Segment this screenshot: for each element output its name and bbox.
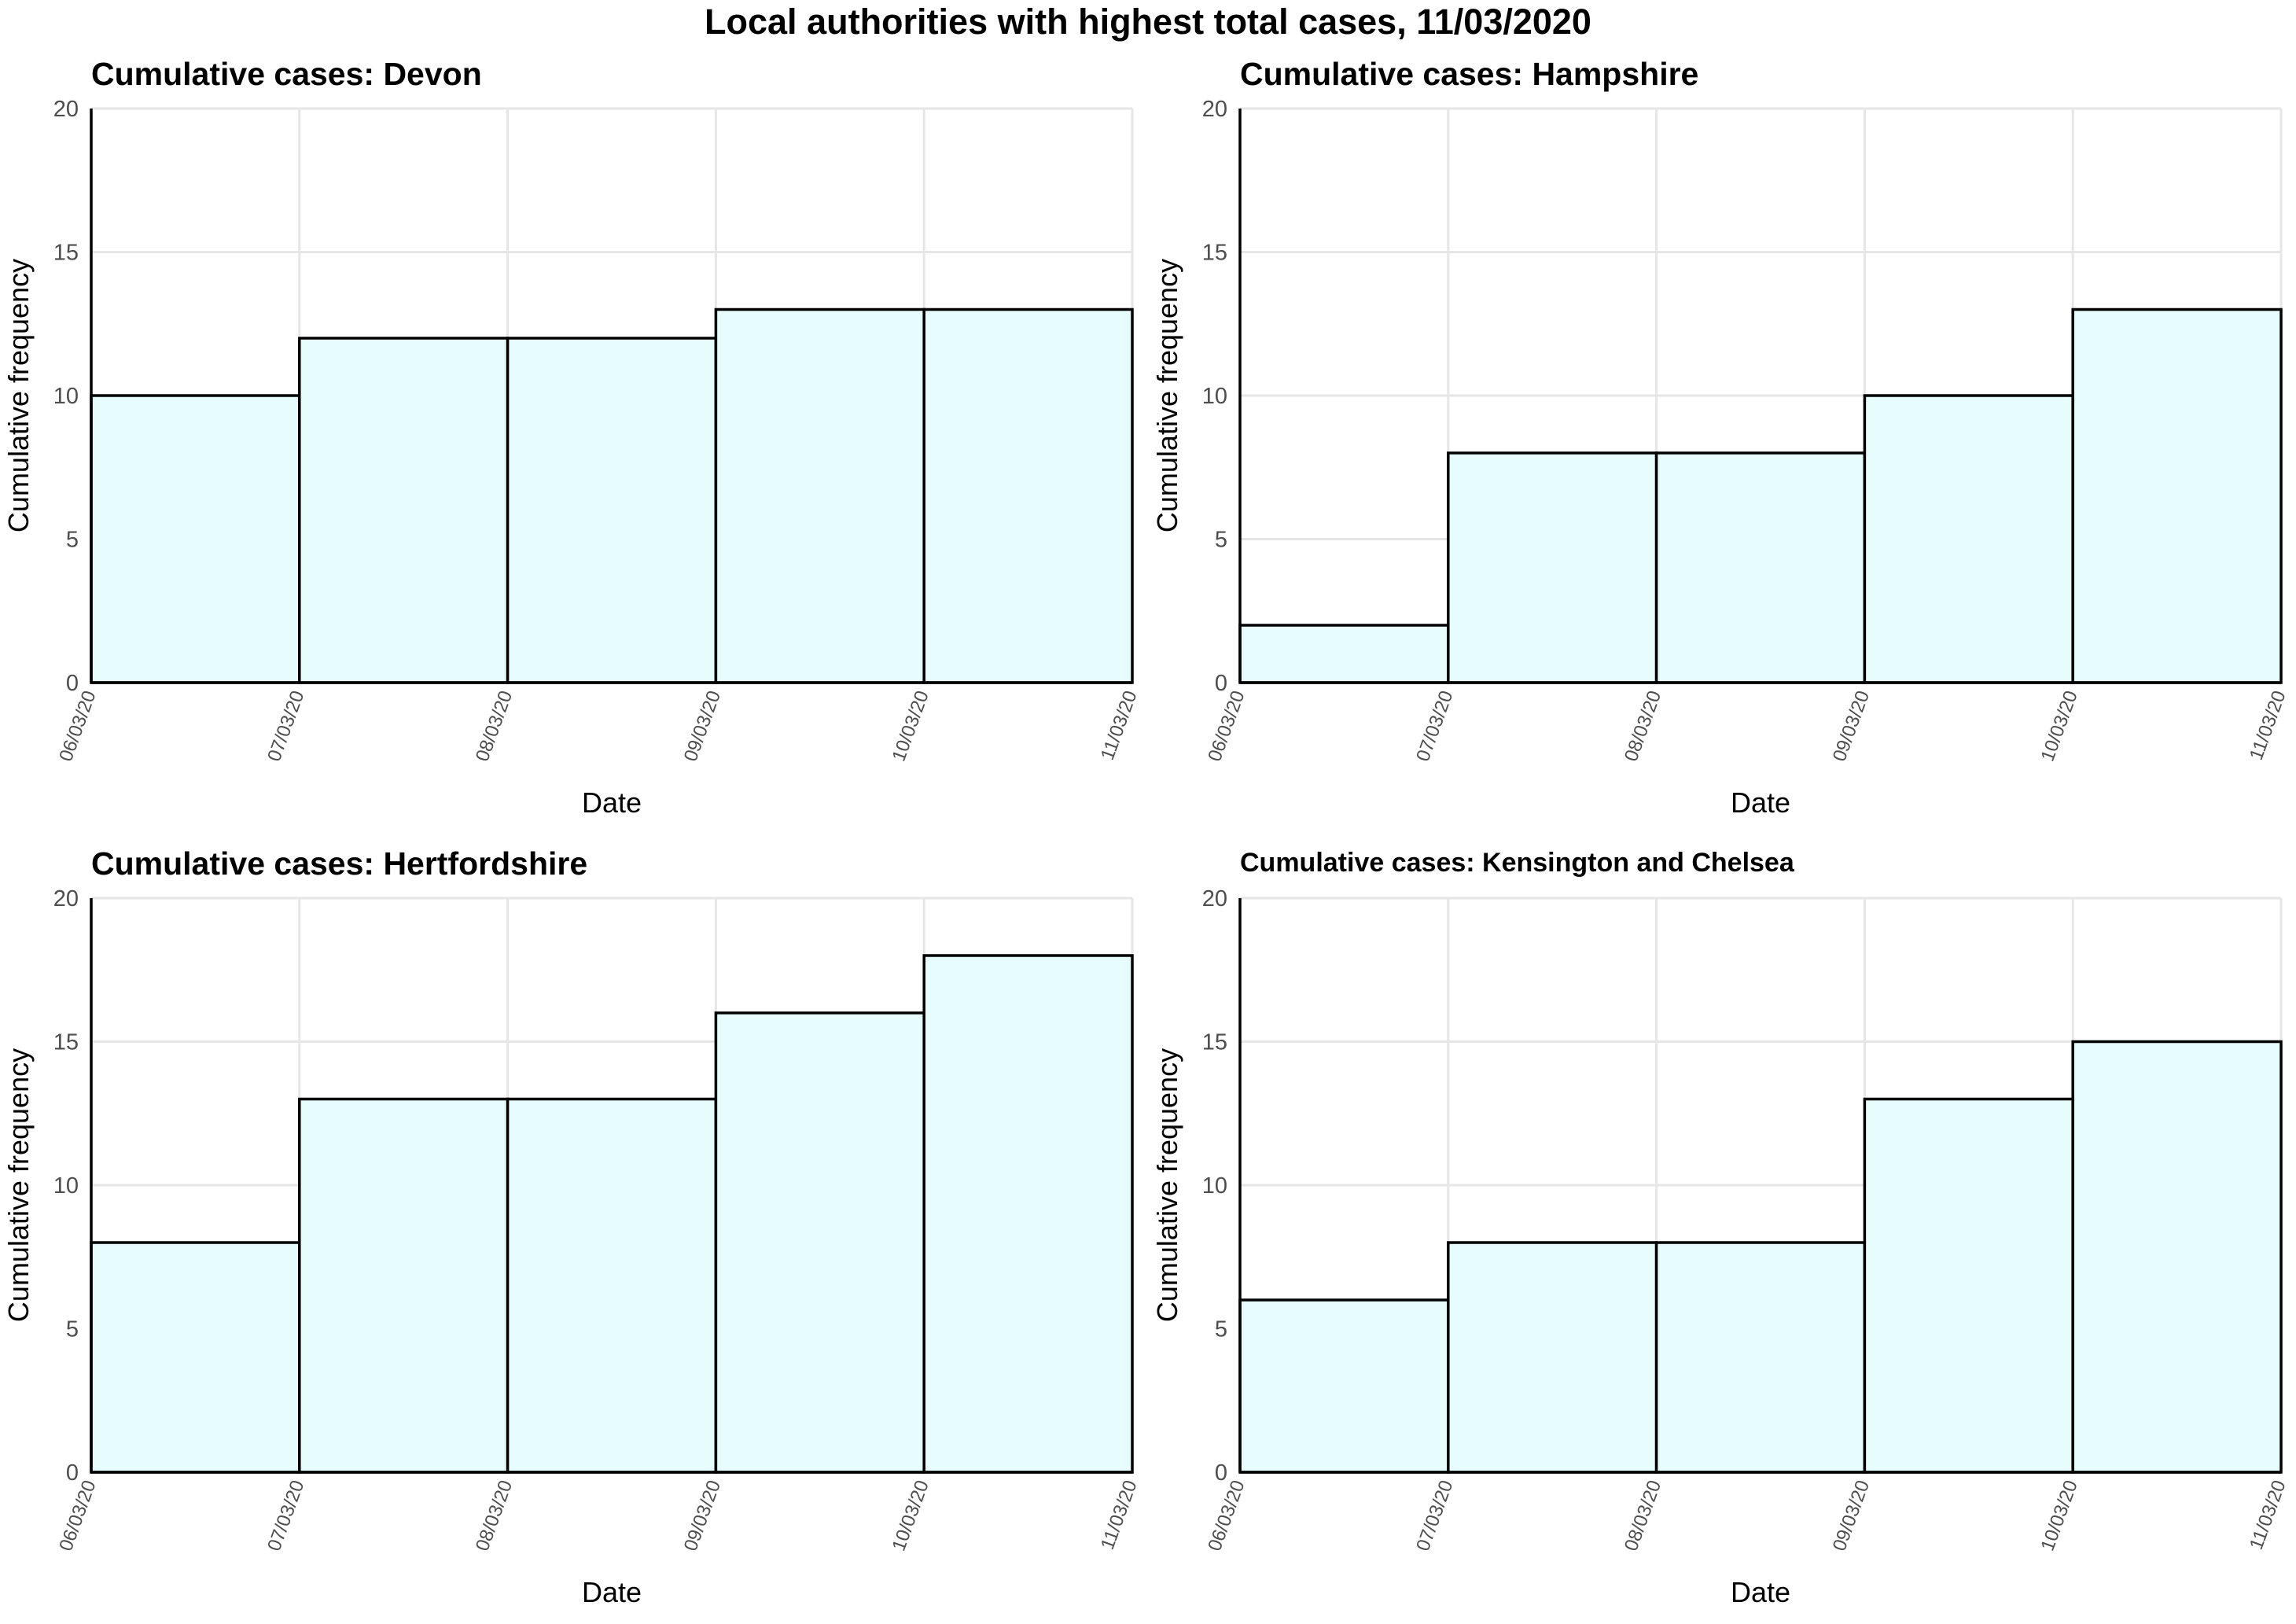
bar xyxy=(1447,1241,1658,1474)
x-axis-label: Date xyxy=(582,1576,642,1608)
y-tick-label: 15 xyxy=(53,1030,79,1055)
x-tick-label: 06/03/20 xyxy=(1204,1478,1249,1554)
bar xyxy=(298,1097,510,1474)
x-tick-label: 11/03/20 xyxy=(1097,1478,1142,1552)
x-axis-label: Date xyxy=(582,786,642,819)
chart-panel: 0 5 10 15 20 06/03/20 07/03/20 08/03/20 09/03/20… xyxy=(2,845,1142,1608)
bar xyxy=(1863,1097,2074,1474)
bar xyxy=(922,954,1134,1474)
y-tick-label: 10 xyxy=(1202,1173,1227,1199)
figure-title: Local authorities with highest total cas… xyxy=(705,2,1591,42)
x-tick-label: 10/03/20 xyxy=(2037,1478,2082,1554)
y-axis-label: Cumulative frequency xyxy=(2,1048,35,1322)
bar xyxy=(1863,394,2074,684)
x-tick-label: 08/03/20 xyxy=(472,688,517,764)
bar xyxy=(2071,1040,2283,1474)
bar xyxy=(90,1241,301,1474)
y-tick-label: 0 xyxy=(1215,671,1227,696)
y-axis-label: Cumulative frequency xyxy=(1151,1048,1183,1322)
y-tick-label: 15 xyxy=(1202,241,1227,266)
bar xyxy=(714,1011,925,1474)
panel-title: Cumulative cases: Hampshire xyxy=(1240,56,1698,92)
y-tick-label: 20 xyxy=(53,97,79,122)
x-tick-label: 07/03/20 xyxy=(1412,688,1457,764)
bar xyxy=(1654,1241,1867,1474)
x-tick-label: 11/03/20 xyxy=(2246,688,2290,763)
y-tick-label: 0 xyxy=(66,1460,79,1486)
x-axis-label: Date xyxy=(1731,1576,1790,1608)
y-tick-label: 15 xyxy=(53,241,79,266)
x-tick-label: 11/03/20 xyxy=(2246,1478,2290,1552)
bar xyxy=(298,337,510,684)
x-tick-label: 09/03/20 xyxy=(1829,1478,1874,1554)
x-tick-label: 09/03/20 xyxy=(680,688,725,764)
y-axis-label: Cumulative frequency xyxy=(2,259,35,532)
y-axis-label: Cumulative frequency xyxy=(1151,259,1183,532)
x-tick-label: 08/03/20 xyxy=(1621,688,1665,764)
x-tick-label: 10/03/20 xyxy=(2037,688,2082,764)
bar xyxy=(922,307,1134,684)
y-tick-label: 0 xyxy=(1215,1460,1227,1486)
y-tick-label: 20 xyxy=(53,886,79,911)
y-tick-label: 10 xyxy=(53,384,79,409)
chart-panel: 0 5 10 15 20 06/03/20 07/03/20 08/03/20 09/03/20… xyxy=(1151,848,2290,1608)
x-tick-label: 09/03/20 xyxy=(680,1478,725,1554)
y-tick-label: 5 xyxy=(1215,528,1227,553)
bar xyxy=(714,307,925,684)
bar xyxy=(1238,1298,1450,1474)
x-tick-label: 07/03/20 xyxy=(1412,1478,1457,1554)
x-tick-label: 06/03/20 xyxy=(55,688,100,764)
x-tick-label: 11/03/20 xyxy=(1097,688,1142,763)
x-tick-label: 08/03/20 xyxy=(1621,1478,1665,1554)
x-tick-label: 10/03/20 xyxy=(889,688,933,764)
panel-title: Cumulative cases: Hertfordshire xyxy=(91,845,587,882)
x-tick-label: 06/03/20 xyxy=(55,1478,100,1554)
chart-panel: 0 5 10 15 20 06/03/20 07/03/20 08/03/20 09/03/20… xyxy=(1151,56,2290,819)
x-axis-label: Date xyxy=(1731,786,1790,819)
x-tick-label: 08/03/20 xyxy=(472,1478,517,1554)
panel-title: Cumulative cases: Kensington and Chelsea xyxy=(1240,848,1795,878)
x-tick-label: 06/03/20 xyxy=(1204,688,1249,764)
x-tick-label: 07/03/20 xyxy=(263,688,308,764)
y-tick-label: 20 xyxy=(1202,97,1227,122)
y-tick-label: 20 xyxy=(1202,886,1227,911)
bar xyxy=(90,394,301,684)
bar xyxy=(2071,307,2283,684)
panel-title: Cumulative cases: Devon xyxy=(91,56,482,92)
y-tick-label: 10 xyxy=(53,1173,79,1199)
x-tick-label: 09/03/20 xyxy=(1829,688,1874,764)
y-tick-label: 10 xyxy=(1202,384,1227,409)
y-tick-label: 5 xyxy=(66,528,79,553)
bar xyxy=(1238,624,1450,684)
y-tick-label: 5 xyxy=(1215,1317,1227,1342)
bar xyxy=(1654,451,1867,684)
x-tick-label: 10/03/20 xyxy=(889,1478,933,1554)
y-tick-label: 15 xyxy=(1202,1030,1227,1055)
chart-panel: 0 5 10 15 20 06/03/20 07/03/20 08/03/20 09/03/20… xyxy=(2,56,1142,819)
y-tick-label: 0 xyxy=(66,671,79,696)
y-tick-label: 5 xyxy=(66,1317,79,1342)
bar xyxy=(1447,451,1658,684)
bar xyxy=(506,337,718,684)
x-tick-label: 07/03/20 xyxy=(263,1478,308,1554)
bar xyxy=(506,1097,718,1474)
